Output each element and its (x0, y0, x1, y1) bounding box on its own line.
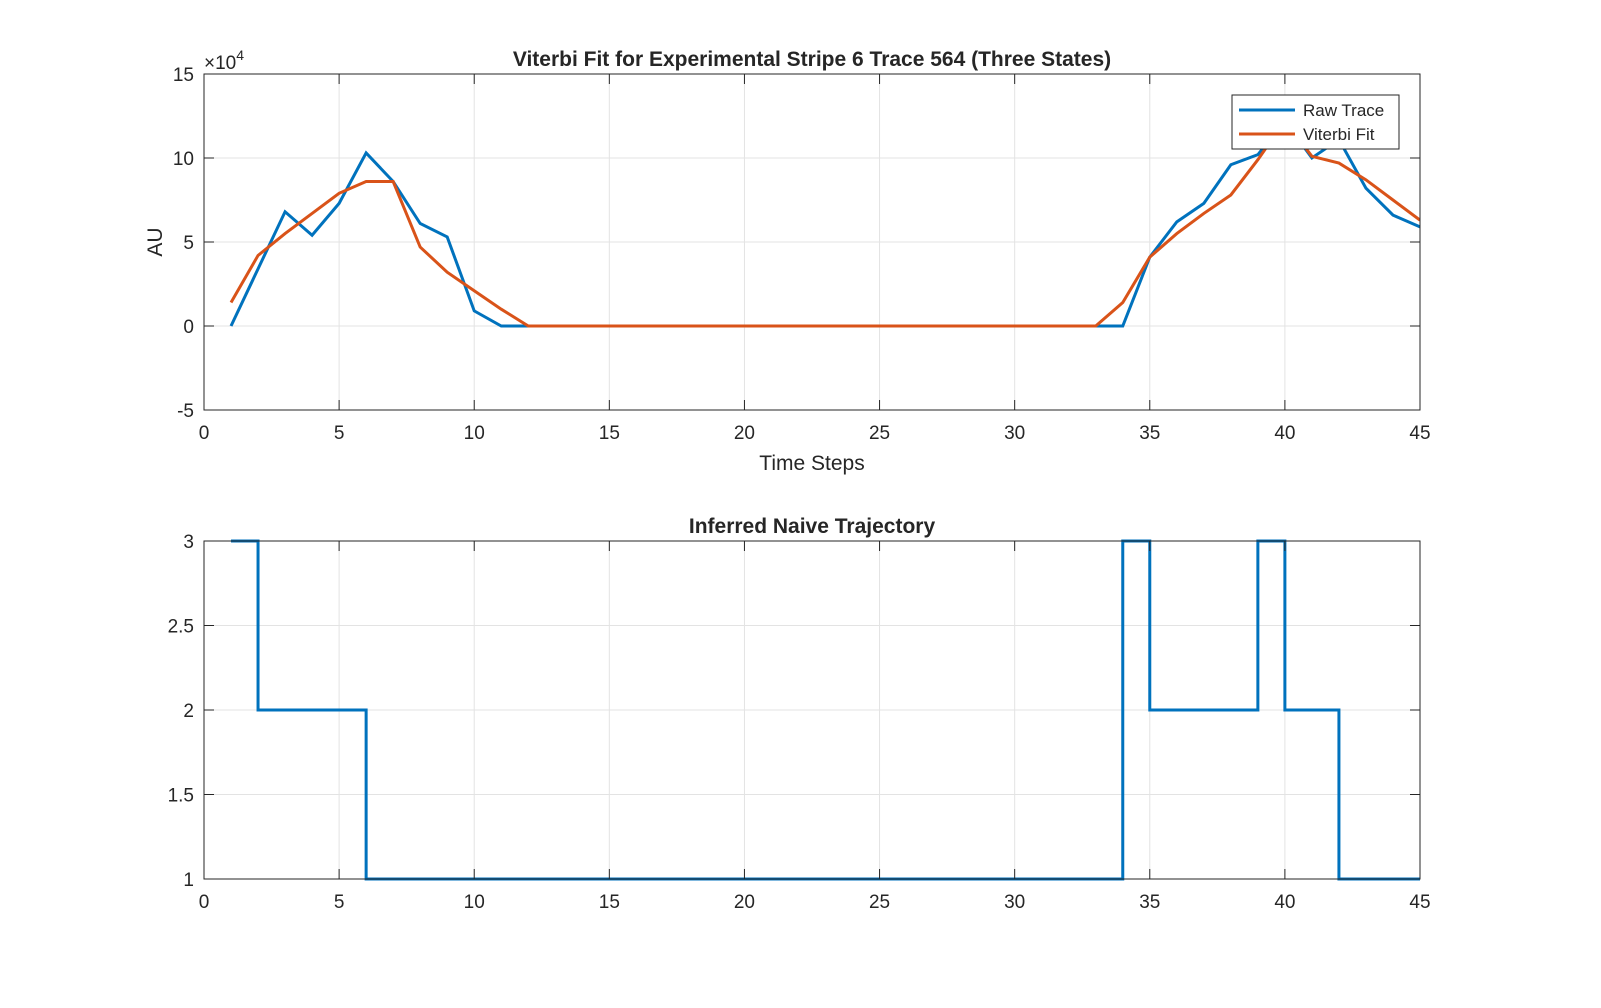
x-tick-label: 20 (734, 423, 755, 444)
plot-area (229, 118, 1420, 328)
x-tick-label: 0 (199, 892, 210, 913)
x-tick-label: 40 (1274, 423, 1295, 444)
y-tick-label: 2 (183, 701, 194, 722)
legend: Raw Trace Viterbi Fit (1231, 94, 1400, 150)
y-tick-label: 0 (183, 317, 194, 338)
x-tick-label: 45 (1409, 892, 1430, 913)
series-viterbi-fit (229, 118, 1420, 328)
x-tick-label: 35 (1139, 423, 1160, 444)
y-axis-exponent: ×104 (204, 47, 244, 74)
x-tick-label: 0 (199, 423, 210, 444)
x-tick-label: 15 (599, 423, 620, 444)
x-tick-label: 30 (1004, 423, 1025, 444)
legend-box (1231, 94, 1400, 150)
x-tick-label: 5 (334, 892, 345, 913)
y-tick-label: 10 (173, 149, 194, 170)
viterbi-fit-title: Viterbi Fit for Experimental Stripe 6 Tr… (513, 48, 1111, 71)
y-exponent-base: ×10 (204, 53, 236, 74)
legend-label: Viterbi Fit (1303, 125, 1375, 144)
x-tick-label: 40 (1274, 892, 1295, 913)
x-axis-label: Time Steps (759, 452, 864, 475)
y-tick-label: 3 (183, 532, 194, 553)
viterbi-fit-axes: Viterbi Fit for Experimental Stripe 6 Tr… (144, 47, 1431, 475)
y-tick-label: 15 (173, 65, 194, 86)
naive-trajectory-axes: Inferred Naive Trajectory 0 5 10 15 20 25 30 35… (168, 515, 1431, 913)
y-tick-label: 1.5 (168, 786, 194, 807)
y-tick-label: -5 (177, 401, 194, 422)
x-tick-label: 15 (599, 892, 620, 913)
y-tick-label: 1 (183, 870, 194, 891)
x-tick-label: 10 (464, 892, 485, 913)
x-tick-label: 25 (869, 892, 890, 913)
x-tick-label: 20 (734, 892, 755, 913)
x-tick-label: 35 (1139, 892, 1160, 913)
legend-label: Raw Trace (1303, 101, 1384, 120)
naive-trajectory-title: Inferred Naive Trajectory (689, 515, 936, 538)
x-tick-label: 30 (1004, 892, 1025, 913)
y-tick-label: 5 (183, 233, 194, 254)
x-tick-label: 25 (869, 423, 890, 444)
x-tick-label: 45 (1409, 423, 1430, 444)
x-tick-label: 10 (464, 423, 485, 444)
x-tick-label: 5 (334, 423, 345, 444)
y-tick-label: 2.5 (168, 617, 194, 638)
y-axis-label: AU (144, 227, 167, 256)
y-exponent-power: 4 (236, 47, 244, 63)
